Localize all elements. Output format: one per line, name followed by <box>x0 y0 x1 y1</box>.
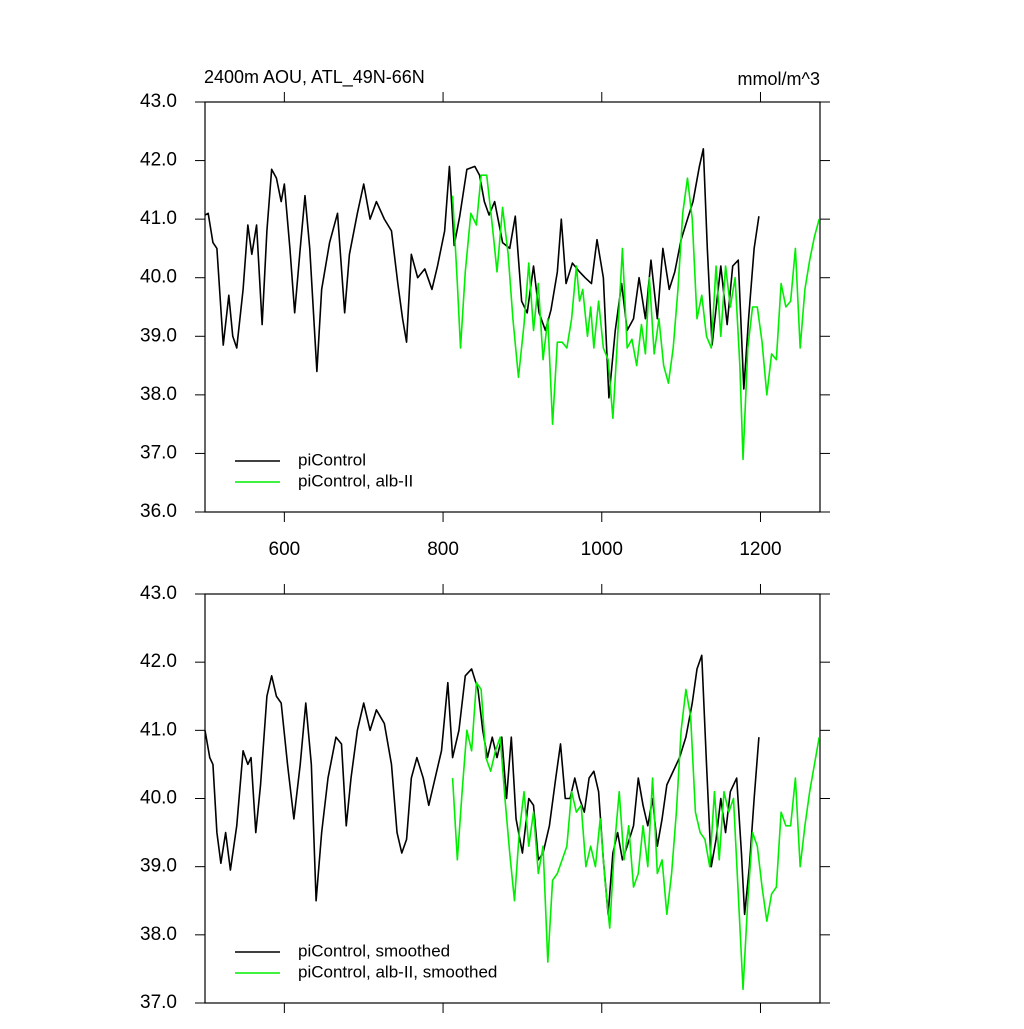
units-label: mmol/m^3 <box>738 69 820 89</box>
x-tick-label: 800 <box>427 539 459 560</box>
x-tick-label: 1000 <box>581 539 623 560</box>
data-line <box>451 174 820 461</box>
y-tick-label: 37.0 <box>140 992 177 1013</box>
legend-label: piControl <box>298 450 366 469</box>
data-line <box>451 681 820 991</box>
chart-title: 2400m AOU, ATL_49N-66N <box>204 67 425 88</box>
legend-label: piControl, alb-II, smoothed <box>298 962 497 981</box>
y-tick-label: 42.0 <box>140 150 177 171</box>
y-tick-label: 38.0 <box>140 924 177 945</box>
y-tick-label: 39.0 <box>140 856 177 877</box>
legend-label: piControl, alb-II <box>298 471 413 490</box>
plot-frame <box>204 101 821 513</box>
y-tick-label: 42.0 <box>140 651 177 672</box>
y-tick-label: 39.0 <box>140 325 177 346</box>
y-tick-label: 37.0 <box>140 442 177 463</box>
data-line <box>204 654 760 916</box>
y-tick-label: 36.0 <box>140 501 177 522</box>
y-tick-label: 40.0 <box>140 788 177 809</box>
y-tick-label: 41.0 <box>140 208 177 229</box>
y-tick-label: 41.0 <box>140 719 177 740</box>
y-tick-label: 38.0 <box>140 384 177 405</box>
data-line <box>204 148 760 399</box>
y-tick-label: 43.0 <box>140 91 177 112</box>
y-tick-label: 40.0 <box>140 267 177 288</box>
legend-label: piControl, smoothed <box>298 941 450 960</box>
x-tick-label: 1200 <box>739 539 781 560</box>
y-tick-label: 43.0 <box>140 583 177 604</box>
x-tick-label: 600 <box>269 539 301 560</box>
